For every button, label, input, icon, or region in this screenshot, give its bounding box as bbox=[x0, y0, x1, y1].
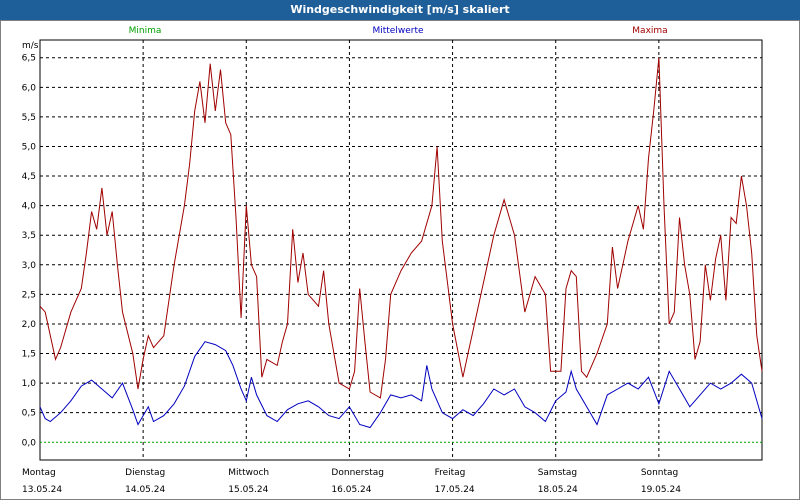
y-tick-label: 3,0 bbox=[22, 261, 37, 271]
y-tick-label: 5,5 bbox=[22, 113, 36, 123]
x-tick-day-label: Montag bbox=[22, 468, 56, 478]
x-tick-date-label: 17.05.24 bbox=[435, 485, 475, 495]
window-title: Windgeschwindigkeit [m/s] skaliert bbox=[0, 0, 800, 20]
y-tick-label: 1,0 bbox=[22, 379, 37, 389]
x-tick-date-label: 15.05.24 bbox=[228, 485, 268, 495]
y-tick-label: 4,0 bbox=[22, 202, 37, 212]
x-tick-day-label: Donnerstag bbox=[331, 468, 384, 478]
series-line-mittelwerte bbox=[39, 341, 763, 429]
x-tick-date-label: 14.05.24 bbox=[125, 485, 165, 495]
x-tick-day-label: Samstag bbox=[538, 468, 577, 478]
x-tick-date-label: 18.05.24 bbox=[538, 485, 578, 495]
x-tick-day-label: Dienstag bbox=[125, 468, 165, 478]
x-tick-day-label: Freitag bbox=[435, 468, 466, 478]
y-axis: 0,0 0,5 1,0 1,5 2,0 2,5 3,0 3,5 4,0 4,5 5,0 5,5 6,0 6… bbox=[22, 54, 37, 449]
x-tick-date-label: 16.05.24 bbox=[331, 485, 371, 495]
y-tick-label: 1,5 bbox=[22, 350, 36, 360]
y-tick-label: 2,5 bbox=[22, 290, 36, 300]
y-tick-label: 3,5 bbox=[22, 231, 36, 241]
legend-maxima: Maxima bbox=[632, 26, 667, 36]
x-tick-date-label: 19.05.24 bbox=[641, 485, 681, 495]
y-tick-label: 0,5 bbox=[22, 409, 36, 419]
y-tick-label: 0,0 bbox=[22, 438, 37, 448]
x-tick-day-label: Mittwoch bbox=[228, 468, 269, 478]
plot-area bbox=[39, 39, 763, 461]
y-tick-label: 5,0 bbox=[22, 142, 37, 152]
y-tick-label: 6,0 bbox=[22, 83, 37, 93]
y-tick-label: 6,5 bbox=[22, 54, 36, 64]
grid bbox=[40, 40, 762, 460]
y-axis-unit-label: m/s bbox=[22, 41, 39, 51]
y-tick-label: 2,0 bbox=[22, 320, 37, 330]
x-tick-day-label: Sonntag bbox=[641, 468, 678, 478]
y-tick-label: 4,5 bbox=[22, 172, 36, 182]
series-line-maxima bbox=[39, 57, 763, 399]
legend-mittelwerte: Mittelwerte bbox=[372, 26, 423, 36]
x-axis: Montag 13.05.24 Dienstag 14.05.24 Mittwoch 15… bbox=[22, 468, 681, 495]
legend-minima: Minima bbox=[129, 26, 162, 36]
x-tick-date-label: 13.05.24 bbox=[22, 485, 62, 495]
series-group bbox=[39, 57, 763, 443]
